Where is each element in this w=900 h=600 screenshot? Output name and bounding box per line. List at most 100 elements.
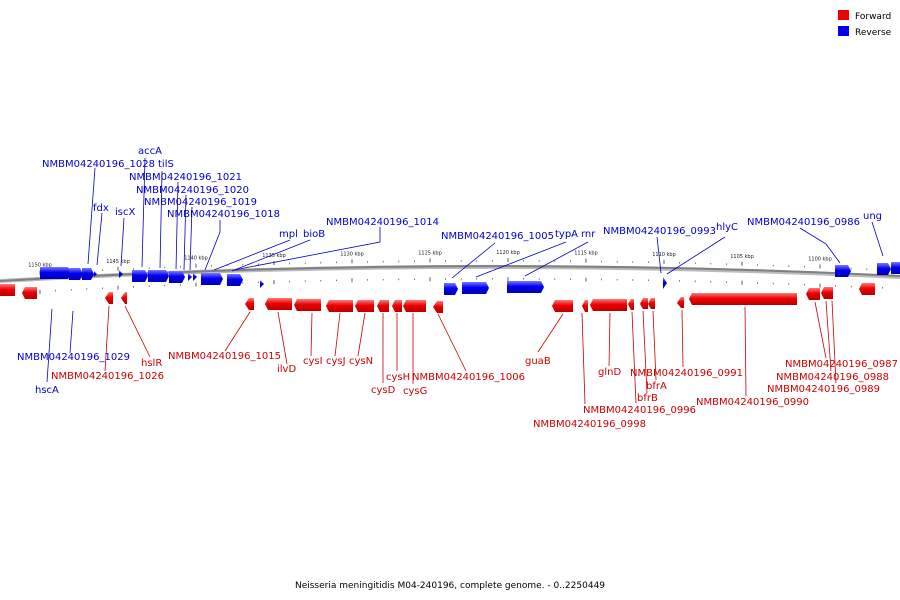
gene-label-reverse[interactable]: fdx bbox=[93, 203, 109, 214]
tick-label: 1100 kbp bbox=[808, 256, 832, 262]
tick-label: 1105 kbp bbox=[730, 254, 754, 260]
gene-reverse[interactable] bbox=[94, 271, 97, 277]
gene-label-forward[interactable]: cysG bbox=[403, 386, 427, 397]
gene-label-reverse[interactable]: NMBM04240196_1029 bbox=[17, 352, 130, 363]
gene-forward[interactable] bbox=[403, 300, 426, 312]
gene-forward[interactable] bbox=[806, 288, 820, 300]
gene-forward[interactable] bbox=[326, 300, 353, 312]
gene-reverse[interactable] bbox=[40, 267, 71, 279]
gene-label-forward[interactable]: NMBM04240196_0996 bbox=[583, 405, 696, 416]
gene-reverse[interactable] bbox=[891, 262, 900, 274]
gene-label-reverse[interactable]: hscA bbox=[35, 385, 59, 396]
backbone bbox=[0, 265, 900, 282]
gene-label-forward[interactable]: cysJ bbox=[326, 356, 346, 367]
gene-reverse[interactable] bbox=[82, 268, 94, 280]
gene-label-reverse[interactable]: accA bbox=[138, 146, 162, 157]
gene-label-forward[interactable]: NMBM04240196_0988 bbox=[776, 372, 889, 383]
gene-label-reverse[interactable]: tilS bbox=[158, 159, 174, 170]
gene-reverse[interactable] bbox=[188, 273, 192, 281]
gene-reverse[interactable] bbox=[119, 270, 123, 278]
gene-reverse[interactable] bbox=[148, 270, 169, 282]
gene-forward[interactable] bbox=[640, 298, 648, 309]
gene-forward[interactable] bbox=[859, 283, 875, 295]
gene-label-reverse[interactable]: NMBM04240196_1028 bbox=[42, 159, 155, 170]
tick-label: 1145 kbp bbox=[106, 259, 130, 265]
genome-caption: Neisseria meningitidis M04-240196, compl… bbox=[295, 581, 605, 591]
gene-reverse[interactable] bbox=[462, 282, 489, 294]
gene-reverse[interactable] bbox=[260, 280, 264, 288]
gene-forward[interactable] bbox=[294, 299, 321, 311]
gene-reverse[interactable] bbox=[444, 283, 458, 295]
gene-label-forward[interactable]: cysI bbox=[303, 356, 323, 367]
gene-forward[interactable] bbox=[552, 300, 573, 312]
gene-reverse[interactable] bbox=[835, 265, 851, 277]
gene-label-reverse[interactable]: iscX bbox=[115, 207, 135, 218]
gene-reverse[interactable] bbox=[663, 277, 667, 289]
gene-reverse[interactable] bbox=[227, 274, 243, 286]
gene-forward[interactable] bbox=[392, 300, 402, 312]
gene-label-reverse[interactable]: NMBM04240196_1021 bbox=[129, 172, 242, 183]
gene-forward[interactable] bbox=[689, 293, 797, 305]
gene-label-reverse[interactable]: NMBM04240196_0993 bbox=[603, 226, 716, 237]
gene-forward[interactable] bbox=[377, 300, 389, 312]
gene-label-reverse[interactable]: ung bbox=[863, 211, 882, 222]
gene-label-forward[interactable]: NMBM04240196_1006 bbox=[412, 372, 525, 383]
gene-label-forward[interactable]: bfrA bbox=[646, 381, 667, 392]
gene-label-forward[interactable]: NMBM04240196_1026 bbox=[51, 371, 164, 382]
gene-reverse[interactable] bbox=[201, 273, 223, 285]
gene-label-forward[interactable]: cysD bbox=[371, 385, 396, 396]
gene-label-forward[interactable]: cysN bbox=[349, 356, 373, 367]
gene-label-reverse[interactable]: NMBM04240196_1018 bbox=[167, 209, 280, 220]
gene-reverse[interactable] bbox=[169, 271, 185, 283]
gene-label-forward[interactable]: bfrB bbox=[637, 393, 658, 404]
gene-forward[interactable] bbox=[648, 298, 655, 309]
gene-forward[interactable] bbox=[821, 287, 833, 299]
gene-label-forward[interactable]: guaB bbox=[525, 356, 551, 367]
gene-reverse[interactable] bbox=[69, 268, 83, 280]
gene-reverse[interactable] bbox=[193, 273, 197, 281]
gene-forward[interactable] bbox=[677, 297, 684, 308]
gene-reverse[interactable] bbox=[877, 263, 891, 275]
gene-reverse[interactable] bbox=[132, 270, 148, 282]
gene-label-reverse[interactable]: rnr bbox=[581, 229, 596, 240]
gene-label-reverse[interactable]: mpl bbox=[279, 229, 298, 240]
gene-forward[interactable] bbox=[590, 299, 627, 311]
gene-label-forward[interactable]: NMBM04240196_0989 bbox=[767, 384, 880, 395]
gene-forward[interactable] bbox=[265, 298, 292, 310]
gene-label-forward[interactable]: ilvD bbox=[277, 364, 296, 375]
gene-label-reverse[interactable]: NMBM04240196_1019 bbox=[144, 197, 257, 208]
gene-forward[interactable] bbox=[433, 301, 443, 313]
gene-label-forward[interactable]: NMBM04240196_0998 bbox=[533, 419, 646, 430]
gene-label-reverse[interactable]: NMBM04240196_1005 bbox=[441, 231, 554, 242]
gene-label-forward[interactable]: NMBM04240196_0987 bbox=[785, 359, 898, 370]
gene-label-reverse[interactable]: typA bbox=[555, 229, 578, 240]
forward-leaders bbox=[104, 300, 837, 405]
gene-label-forward[interactable]: NMBM04240196_0990 bbox=[696, 397, 809, 408]
gene-label-reverse[interactable]: hlyC bbox=[716, 222, 738, 233]
gene-label-forward[interactable]: glnD bbox=[598, 367, 621, 378]
gene-label-reverse[interactable]: NMBM04240196_1020 bbox=[136, 185, 249, 196]
legend: Forward Reverse bbox=[838, 10, 892, 38]
gene-forward[interactable] bbox=[0, 284, 15, 296]
gene-reverse[interactable] bbox=[507, 281, 544, 293]
gene-label-reverse[interactable]: bioB bbox=[303, 229, 325, 240]
tick-label: 1120 kbp bbox=[496, 250, 520, 256]
gene-label-forward[interactable]: NMBM04240196_0991 bbox=[630, 368, 743, 379]
gene-forward[interactable] bbox=[105, 292, 113, 304]
forward-labels: NMBM04240196_1026 hslR NMBM04240196_1015… bbox=[51, 351, 898, 430]
gene-label-forward[interactable]: cysH bbox=[386, 372, 410, 383]
gene-forward[interactable] bbox=[582, 300, 588, 312]
gene-forward[interactable] bbox=[22, 287, 37, 299]
tick-label: 1130 kbp bbox=[340, 251, 364, 257]
gene-forward[interactable] bbox=[121, 292, 127, 304]
gene-forward[interactable] bbox=[245, 298, 254, 310]
legend-label-forward: Forward bbox=[855, 12, 891, 22]
forward-genes bbox=[0, 283, 875, 313]
gene-forward[interactable] bbox=[355, 300, 374, 312]
gene-label-forward[interactable]: hslR bbox=[141, 358, 162, 369]
gene-label-reverse[interactable]: NMBM04240196_1014 bbox=[326, 217, 439, 228]
gene-forward[interactable] bbox=[628, 299, 634, 310]
gene-label-reverse[interactable]: NMBM04240196_0986 bbox=[747, 217, 860, 228]
gene-label-forward[interactable]: NMBM04240196_1015 bbox=[168, 351, 281, 362]
